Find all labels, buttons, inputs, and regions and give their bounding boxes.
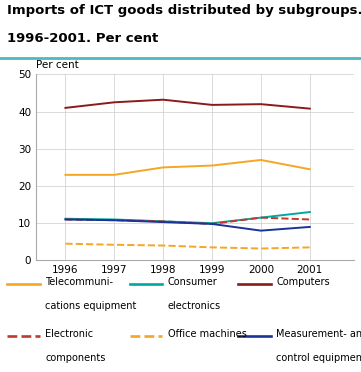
Text: Measurement- and: Measurement- and: [276, 329, 361, 339]
Text: components: components: [45, 353, 105, 363]
Text: Per cent: Per cent: [36, 60, 79, 70]
Text: Computers: Computers: [276, 277, 330, 287]
Text: Consumer: Consumer: [168, 277, 218, 287]
Text: control equipment: control equipment: [276, 353, 361, 363]
Text: Electronic: Electronic: [45, 329, 93, 339]
Text: electronics: electronics: [168, 301, 221, 311]
Text: 1996-2001. Per cent: 1996-2001. Per cent: [7, 32, 158, 45]
Text: Office machines: Office machines: [168, 329, 247, 339]
Text: cations equipment: cations equipment: [45, 301, 136, 311]
Text: Imports of ICT goods distributed by subgroups.: Imports of ICT goods distributed by subg…: [7, 4, 361, 17]
Text: Telecommuni-: Telecommuni-: [45, 277, 113, 287]
